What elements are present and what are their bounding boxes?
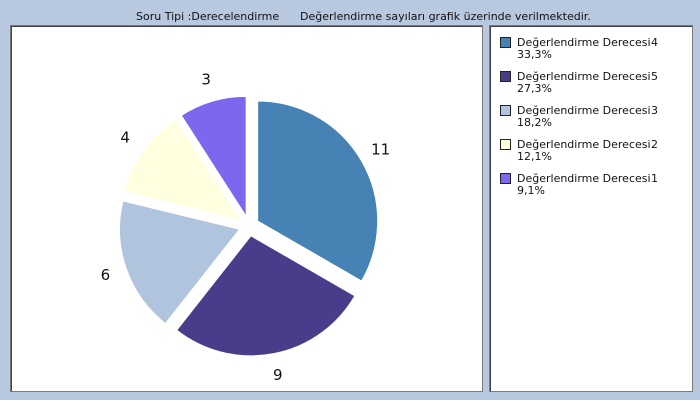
legend-name: Değerlendirme Derecesi bbox=[517, 138, 651, 151]
chart-note: Değerlendirme sayıları grafik üzerinde v… bbox=[300, 10, 591, 23]
slice-value-label: 4 bbox=[120, 128, 130, 146]
slice-value-label: 11 bbox=[371, 141, 390, 159]
legend-percent: 27,3% bbox=[517, 82, 552, 95]
legend-swatch bbox=[500, 139, 511, 150]
legend-swatch bbox=[500, 71, 511, 82]
legend-value: 3 bbox=[651, 104, 658, 117]
pie-slice bbox=[119, 200, 241, 325]
legend-percent: 12,1% bbox=[517, 150, 552, 163]
slice-value-label: 9 bbox=[273, 366, 283, 384]
legend-swatch bbox=[500, 173, 511, 184]
legend-value: 1 bbox=[651, 172, 658, 185]
pie-slice bbox=[176, 235, 356, 357]
legend-name: Değerlendirme Derecesi bbox=[517, 172, 651, 185]
question-type-label: Soru Tipi :Derecelendirme bbox=[136, 10, 280, 23]
legend-value: 2 bbox=[651, 138, 658, 151]
pie-chart: 11 9 6 4 3 bbox=[101, 71, 391, 384]
slice-value-label: 6 bbox=[101, 266, 111, 284]
slice-value-label: 3 bbox=[201, 71, 211, 89]
pie-slice bbox=[123, 118, 242, 221]
legend-value: 4 bbox=[651, 36, 658, 49]
chart-panel: 11 9 6 4 3 bbox=[10, 25, 483, 392]
legend-name: Değerlendirme Derecesi bbox=[517, 36, 651, 49]
pie-slice bbox=[257, 100, 379, 282]
pie-slice bbox=[180, 95, 247, 219]
legend-percent: 18,2% bbox=[517, 116, 552, 129]
legend-name: Değerlendirme Derecesi bbox=[517, 104, 651, 117]
legend-value: 5 bbox=[651, 70, 658, 83]
legend-percent: 9,1% bbox=[517, 184, 545, 197]
legend-swatch bbox=[500, 105, 511, 116]
legend-percent: 33,3% bbox=[517, 48, 552, 61]
legend-swatch bbox=[500, 37, 511, 48]
legend-name: Değerlendirme Derecesi bbox=[517, 70, 651, 83]
legend-panel: Değerlendirme Derecesi 4 33,3% Değerlend… bbox=[489, 25, 693, 392]
